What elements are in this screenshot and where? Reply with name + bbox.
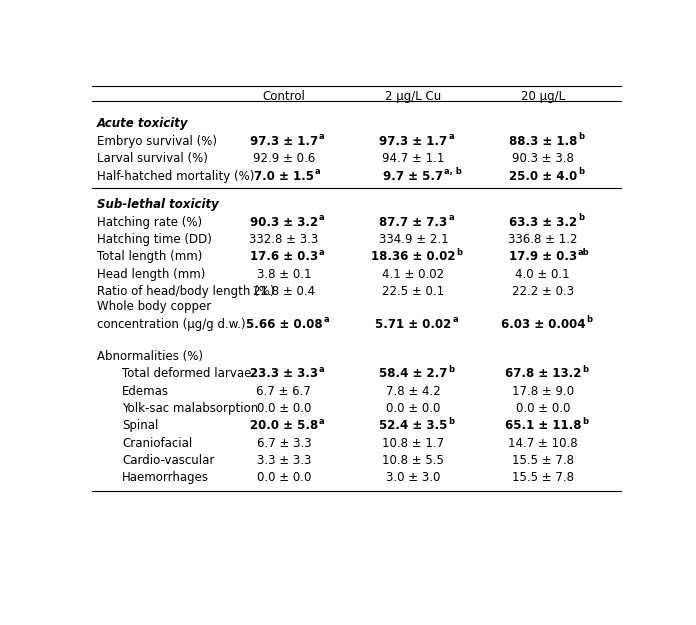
Text: Total deformed larvae: Total deformed larvae [122, 368, 251, 381]
Text: a: a [319, 416, 325, 426]
Text: 25.0 ± 4.0: 25.0 ± 4.0 [509, 169, 577, 182]
Text: b: b [449, 364, 454, 374]
Text: 336.8 ± 1.2: 336.8 ± 1.2 [508, 233, 578, 246]
Text: 58.4 ± 2.7: 58.4 ± 2.7 [379, 368, 448, 381]
Text: 0.0 ± 0.0: 0.0 ± 0.0 [386, 402, 441, 415]
Text: 334.9 ± 2.1: 334.9 ± 2.1 [379, 233, 448, 246]
Text: 65.1 ± 11.8: 65.1 ± 11.8 [505, 419, 581, 432]
Text: 92.9 ± 0.6: 92.9 ± 0.6 [253, 152, 315, 165]
Text: Hatching rate (%): Hatching rate (%) [97, 216, 202, 229]
Text: 6.7 ± 6.7: 6.7 ± 6.7 [256, 384, 311, 398]
Text: Control: Control [262, 89, 306, 102]
Text: a: a [323, 315, 329, 324]
Text: 15.5 ± 7.8: 15.5 ± 7.8 [512, 454, 574, 467]
Text: 67.8 ± 13.2: 67.8 ± 13.2 [505, 368, 581, 381]
Text: Larval survival (%): Larval survival (%) [97, 152, 207, 165]
Text: b: b [582, 416, 588, 426]
Text: 88.3 ± 1.8: 88.3 ± 1.8 [509, 135, 577, 148]
Text: a: a [315, 167, 321, 176]
Text: 9.7 ± 5.7: 9.7 ± 5.7 [383, 169, 443, 182]
Text: b: b [449, 416, 454, 426]
Text: a: a [448, 132, 454, 141]
Text: Head length (mm): Head length (mm) [97, 268, 205, 281]
Text: 20.0 ± 5.8: 20.0 ± 5.8 [250, 419, 318, 432]
Text: 21.8 ± 0.4: 21.8 ± 0.4 [253, 285, 315, 298]
Text: Embryo survival (%): Embryo survival (%) [97, 135, 216, 148]
Text: 3.0 ± 3.0: 3.0 ± 3.0 [386, 471, 441, 484]
Text: 22.2 ± 0.3: 22.2 ± 0.3 [512, 285, 574, 298]
Text: 97.3 ± 1.7: 97.3 ± 1.7 [379, 135, 448, 148]
Text: Abnormalities (%): Abnormalities (%) [97, 350, 203, 363]
Text: 332.8 ± 3.3: 332.8 ± 3.3 [249, 233, 319, 246]
Text: b: b [578, 132, 584, 141]
Text: Edemas: Edemas [122, 384, 169, 398]
Text: 5.66 ± 0.08: 5.66 ± 0.08 [246, 318, 322, 331]
Text: 23.3 ± 3.3: 23.3 ± 3.3 [250, 368, 318, 381]
Text: 10.8 ± 1.7: 10.8 ± 1.7 [382, 437, 445, 449]
Text: 4.1 ± 0.02: 4.1 ± 0.02 [382, 268, 445, 281]
Text: Half-hatched mortality (%): Half-hatched mortality (%) [97, 169, 254, 182]
Text: 7.8 ± 4.2: 7.8 ± 4.2 [386, 384, 441, 398]
Text: 63.3 ± 3.2: 63.3 ± 3.2 [509, 216, 577, 229]
Text: 90.3 ± 3.2: 90.3 ± 3.2 [250, 216, 318, 229]
Text: 97.3 ± 1.7: 97.3 ± 1.7 [250, 135, 318, 148]
Text: 3.8 ± 0.1: 3.8 ± 0.1 [257, 268, 311, 281]
Text: 5.71 ± 0.02: 5.71 ± 0.02 [375, 318, 452, 331]
Text: ab: ab [578, 248, 590, 257]
Text: concentration (μg/g d.w.): concentration (μg/g d.w.) [97, 318, 245, 331]
Text: a: a [319, 364, 324, 374]
Text: 3.3 ± 3.3: 3.3 ± 3.3 [257, 454, 311, 467]
Text: b: b [578, 167, 584, 176]
Text: Total length (mm): Total length (mm) [97, 251, 202, 263]
Text: Sub-lethal toxicity: Sub-lethal toxicity [97, 199, 219, 211]
Text: 22.5 ± 0.1: 22.5 ± 0.1 [382, 285, 445, 298]
Text: a: a [319, 248, 324, 257]
Text: 6.03 ± 0.004: 6.03 ± 0.004 [500, 318, 585, 331]
Text: 10.8 ± 5.5: 10.8 ± 5.5 [382, 454, 444, 467]
Text: 15.5 ± 7.8: 15.5 ± 7.8 [512, 471, 574, 484]
Text: 6.7 ± 3.3: 6.7 ± 3.3 [257, 437, 311, 449]
Text: a: a [319, 132, 324, 141]
Text: Spinal: Spinal [122, 419, 159, 432]
Text: 2 μg/L Cu: 2 μg/L Cu [385, 89, 441, 102]
Text: 20 μg/L: 20 μg/L [521, 89, 565, 102]
Text: 4.0 ± 0.1: 4.0 ± 0.1 [516, 268, 570, 281]
Text: b: b [457, 248, 463, 257]
Text: 7.0 ± 1.5: 7.0 ± 1.5 [254, 169, 314, 182]
Text: Yolk-sac malabsorption: Yolk-sac malabsorption [122, 402, 258, 415]
Text: 90.3 ± 3.8: 90.3 ± 3.8 [512, 152, 574, 165]
Text: a: a [319, 213, 324, 222]
Text: Acute toxicity: Acute toxicity [97, 117, 188, 129]
Text: 17.8 ± 9.0: 17.8 ± 9.0 [512, 384, 574, 398]
Text: Haemorrhages: Haemorrhages [122, 471, 209, 484]
Text: 52.4 ± 3.5: 52.4 ± 3.5 [379, 419, 448, 432]
Text: a: a [448, 213, 454, 222]
Text: b: b [578, 213, 584, 222]
Text: 0.0 ± 0.0: 0.0 ± 0.0 [257, 471, 311, 484]
Text: Craniofacial: Craniofacial [122, 437, 192, 449]
Text: 14.7 ± 10.8: 14.7 ± 10.8 [508, 437, 578, 449]
Text: 87.7 ± 7.3: 87.7 ± 7.3 [379, 216, 448, 229]
Text: Hatching time (DD): Hatching time (DD) [97, 233, 212, 246]
Text: b: b [586, 315, 592, 324]
Text: 18.36 ± 0.02: 18.36 ± 0.02 [371, 251, 456, 263]
Text: 0.0 ± 0.0: 0.0 ± 0.0 [257, 402, 311, 415]
Text: b: b [582, 364, 588, 374]
Text: Ratio of head/body length (%): Ratio of head/body length (%) [97, 285, 274, 298]
Text: Whole body copper: Whole body copper [97, 301, 211, 314]
Text: 17.6 ± 0.3: 17.6 ± 0.3 [250, 251, 318, 263]
Text: 94.7 ± 1.1: 94.7 ± 1.1 [382, 152, 445, 165]
Text: a, b: a, b [445, 167, 462, 176]
Text: a: a [452, 315, 458, 324]
Text: 17.9 ± 0.3: 17.9 ± 0.3 [509, 251, 577, 263]
Text: Cardio-vascular: Cardio-vascular [122, 454, 214, 467]
Text: 0.0 ± 0.0: 0.0 ± 0.0 [516, 402, 570, 415]
